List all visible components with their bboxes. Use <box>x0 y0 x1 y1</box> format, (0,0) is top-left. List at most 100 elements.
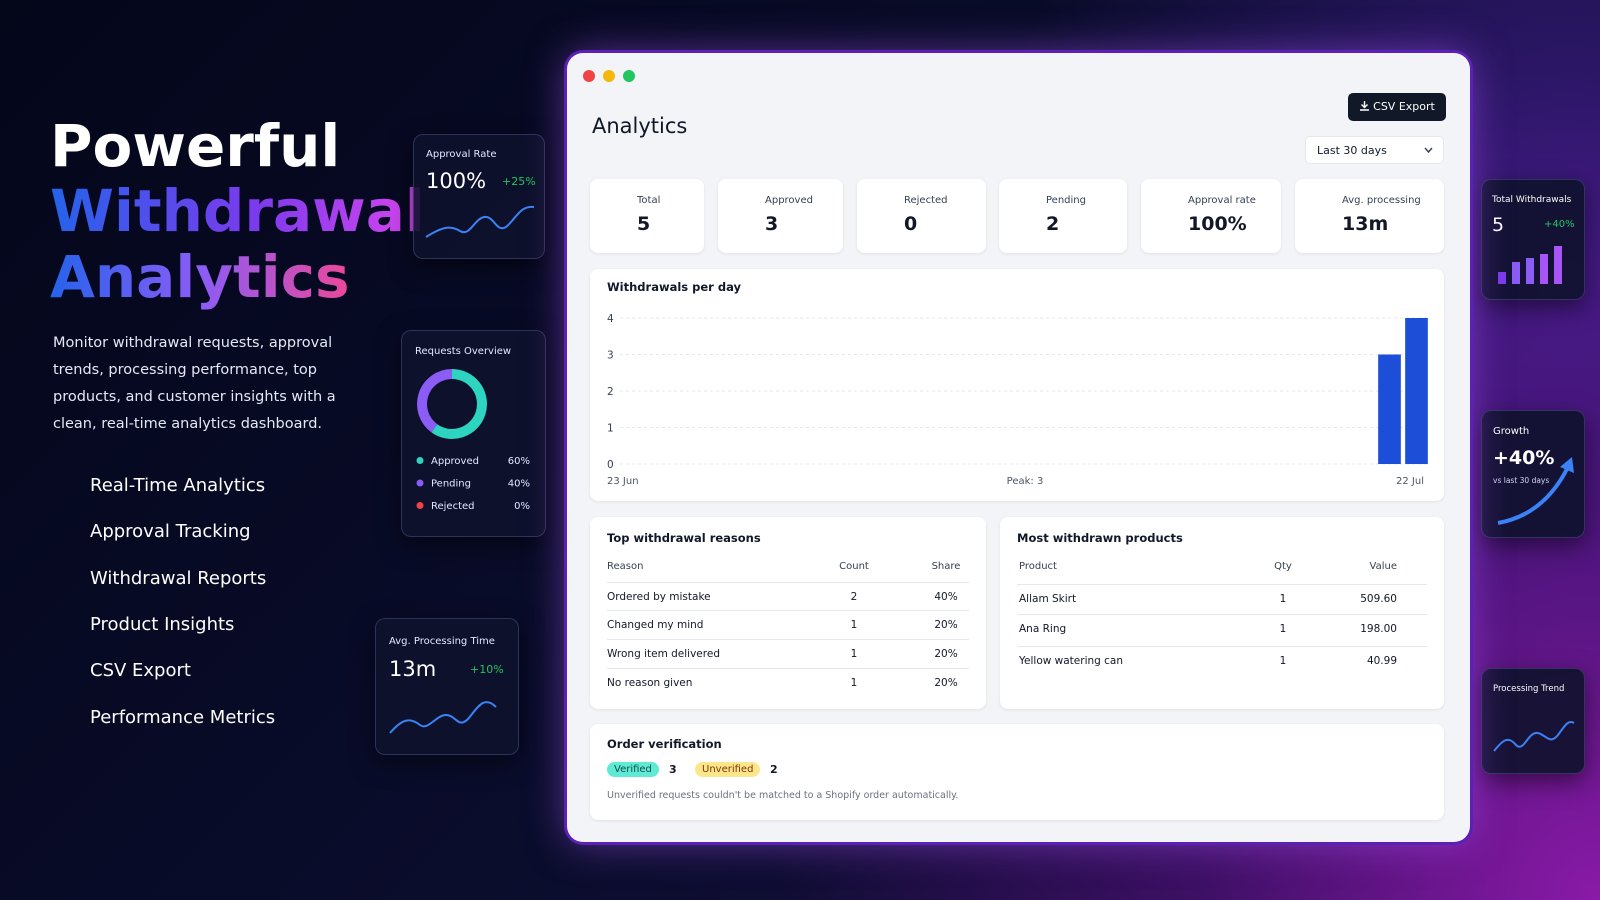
table-cell: 198.00 <box>1360 623 1397 635</box>
y-tick-label: 4 <box>607 313 614 325</box>
kpi-card: Approved 3 <box>718 179 843 253</box>
row-divider <box>607 610 969 611</box>
badge-count: 3 <box>669 763 677 776</box>
card-label: Processing Trend <box>1493 684 1565 694</box>
table-cell: 20% <box>934 619 958 631</box>
table-header: Product <box>1019 561 1057 572</box>
legend-dot <box>416 457 424 464</box>
csv-export-button[interactable]: CSV Export <box>1348 93 1446 121</box>
card-label: Approval Rate <box>426 149 497 160</box>
table-cell: Changed my mind <box>607 619 704 631</box>
card-note: vs last 30 days <box>1493 476 1550 485</box>
table-cell: 2 <box>850 591 858 603</box>
avg-processing-card: Avg. Processing Time 13m +10% <box>375 618 519 755</box>
y-tick-label: 2 <box>607 386 614 398</box>
sparkline <box>389 701 497 734</box>
table-cell: Yellow watering can <box>1019 655 1124 667</box>
donut-chart: Approved 60% Pending 40% Rejected 0% <box>416 369 530 512</box>
card-change: +40% <box>1544 219 1575 230</box>
kpi-card: Avg. processing 13m <box>1295 179 1444 253</box>
kpi-value: 100% <box>1188 213 1247 235</box>
annotation: Peak: 3 <box>1007 476 1044 487</box>
feature-item: CSV Export <box>90 660 191 682</box>
hero-description: Monitor withdrawal requests, approval tr… <box>53 335 336 432</box>
feature-item: Real-Time Analytics <box>90 475 266 496</box>
feature-item: Performance Metrics <box>90 706 276 728</box>
table-cell: Ordered by mistake <box>607 591 711 603</box>
table-cell: 40% <box>934 591 958 603</box>
button-label: CSV Export <box>1373 100 1435 113</box>
chart-title: Withdrawals per day <box>607 280 741 294</box>
kpi-card: Rejected 0 <box>857 179 986 253</box>
y-tick-label: 3 <box>607 350 614 362</box>
donut-segment <box>431 369 487 439</box>
row-divider <box>607 668 969 669</box>
chart-card: Withdrawals per day 0 1 2 3 4 23 Jun 22 Jul Pea… <box>590 269 1444 501</box>
table-cell: 1 <box>1279 623 1287 635</box>
row-divider <box>607 639 969 640</box>
reasons-card: Top withdrawal reasons Reason Count Share Or… <box>590 517 986 709</box>
badge: Unverified <box>695 762 761 777</box>
hero-title: Powerful <box>50 112 341 180</box>
growth-arrow <box>1497 457 1574 525</box>
legend-label: Rejected <box>431 501 475 512</box>
kpi-value: 13m <box>1342 213 1389 235</box>
approval-rate-card: Approval Rate 100% +25% <box>413 134 545 259</box>
legend-value: 40% <box>508 479 530 490</box>
x-tick-label: 22 Jul <box>1396 476 1424 487</box>
kpi-label: Total <box>637 195 661 206</box>
chevron <box>1424 147 1433 154</box>
kpi-label: Approved <box>765 195 813 206</box>
card-note: Unverified requests couldn't be matched … <box>607 790 959 801</box>
feature-item: Approval Tracking <box>90 521 251 543</box>
bar <box>1405 318 1428 464</box>
table-cell: 1 <box>850 619 858 631</box>
table-cell: 20% <box>934 648 958 660</box>
card-change: +25% <box>502 175 536 188</box>
y-tick-label: 1 <box>607 423 614 435</box>
legend-value: 0% <box>514 501 530 512</box>
table-cell: 1 <box>1279 593 1287 605</box>
feature-item: Product Insights <box>90 613 235 635</box>
table-header: Value <box>1369 561 1397 572</box>
donut-segment <box>417 369 453 433</box>
kpi-card: Approval rate 100% <box>1141 179 1281 253</box>
date-range-select[interactable]: Last 30 days <box>1305 136 1444 164</box>
table-cell: Allam Skirt <box>1019 593 1077 605</box>
row-divider <box>607 582 969 583</box>
kpi-value: 5 <box>637 213 651 235</box>
x-tick-label: 23 Jun <box>607 476 639 487</box>
hero-title: Analytics <box>50 243 350 311</box>
window-controls <box>583 70 635 82</box>
legend-label: Pending <box>431 479 471 490</box>
products-card: Most withdrawn products Product Qty Value Al… <box>1000 517 1444 709</box>
hero-title: Withdrawal <box>50 177 425 245</box>
table-cell: No reason given <box>607 677 693 689</box>
kpi-label: Rejected <box>904 195 948 206</box>
bar-chart: Withdrawals per day 0 1 2 3 4 23 Jun 22 Jul Pea… <box>607 280 1430 487</box>
requests-overview-card: Requests Overview Approved 60% Pending 40% R… <box>401 330 546 537</box>
row-divider <box>1017 614 1427 615</box>
table-header: Reason <box>607 561 644 572</box>
card-value: 13m <box>389 657 437 681</box>
sparkline <box>425 205 535 238</box>
legend-dot <box>416 479 424 487</box>
total-withdrawals-card: Total Withdrawals 5 +40% <box>1481 179 1585 300</box>
badge: Verified <box>607 762 659 777</box>
dashboard-title: Analytics <box>592 114 688 138</box>
table-header: Share <box>931 561 961 572</box>
row-divider <box>1017 584 1427 585</box>
legend-dot <box>416 502 424 509</box>
card-label: Requests Overview <box>415 346 512 357</box>
kpi-value: 0 <box>904 213 918 235</box>
card-title: Top withdrawal reasons <box>607 531 761 545</box>
table-cell: Wrong item delivered <box>607 648 720 660</box>
card-value: 5 <box>1492 214 1505 236</box>
download-icon <box>1360 101 1370 111</box>
verification-card: Order verification Verified 3 Unverified 2 … <box>590 724 1444 820</box>
kpi-value: 3 <box>765 213 779 235</box>
processing-trend-card: Processing Trend <box>1481 668 1585 774</box>
kpi-value: 2 <box>1046 213 1060 235</box>
card-value: +40% <box>1493 447 1555 469</box>
